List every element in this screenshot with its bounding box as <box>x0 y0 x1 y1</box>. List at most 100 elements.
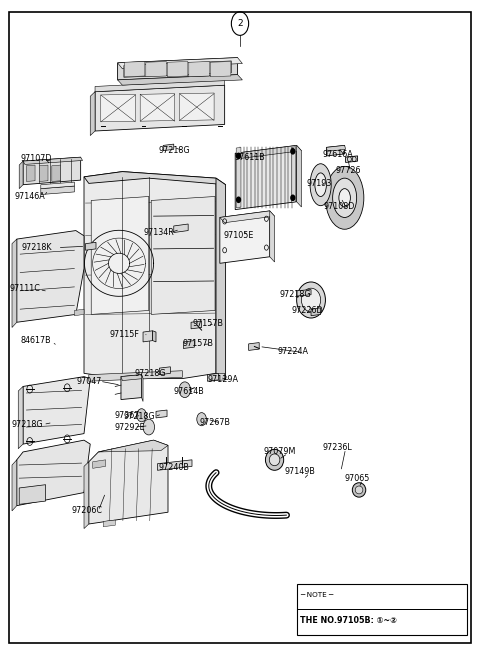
Polygon shape <box>124 62 145 77</box>
Polygon shape <box>180 93 214 121</box>
Text: 97218G: 97218G <box>124 412 156 421</box>
Polygon shape <box>311 308 321 316</box>
Circle shape <box>137 409 146 422</box>
Polygon shape <box>41 182 74 189</box>
Text: 97616A: 97616A <box>323 150 353 159</box>
Polygon shape <box>270 211 275 262</box>
Text: 97115F: 97115F <box>109 329 139 339</box>
Circle shape <box>179 382 191 398</box>
Text: 97267B: 97267B <box>199 418 230 427</box>
Text: 97111C: 97111C <box>10 284 40 293</box>
Polygon shape <box>98 440 168 452</box>
Polygon shape <box>84 462 89 529</box>
Polygon shape <box>174 224 188 233</box>
Polygon shape <box>18 386 23 449</box>
Ellipse shape <box>301 288 321 312</box>
Polygon shape <box>12 460 17 511</box>
Polygon shape <box>19 485 46 504</box>
Polygon shape <box>95 80 225 92</box>
Text: 97224A: 97224A <box>277 346 309 356</box>
Polygon shape <box>12 239 17 328</box>
Polygon shape <box>89 440 168 524</box>
Polygon shape <box>207 373 218 381</box>
Text: 97079M: 97079M <box>263 447 295 457</box>
Polygon shape <box>189 62 209 77</box>
Circle shape <box>291 149 295 154</box>
Polygon shape <box>235 145 297 210</box>
Polygon shape <box>101 94 135 122</box>
Ellipse shape <box>333 178 357 217</box>
Polygon shape <box>17 231 84 322</box>
Text: 97292E: 97292E <box>114 422 145 432</box>
Polygon shape <box>346 156 358 162</box>
Polygon shape <box>236 147 241 208</box>
Text: 97129A: 97129A <box>207 375 239 384</box>
Polygon shape <box>159 367 170 375</box>
Polygon shape <box>124 61 231 77</box>
Text: 97218G: 97218G <box>158 146 190 155</box>
Circle shape <box>143 419 155 435</box>
Polygon shape <box>220 211 275 223</box>
Polygon shape <box>90 92 95 136</box>
Text: 97240B: 97240B <box>158 462 189 472</box>
Polygon shape <box>146 62 167 77</box>
Polygon shape <box>151 196 215 314</box>
Ellipse shape <box>352 483 366 497</box>
Ellipse shape <box>339 189 350 207</box>
Polygon shape <box>216 178 226 380</box>
Text: 97218K: 97218K <box>22 243 52 252</box>
Polygon shape <box>297 290 311 296</box>
Text: 97149B: 97149B <box>284 467 315 476</box>
Polygon shape <box>95 85 225 131</box>
Text: 97206C: 97206C <box>72 506 103 515</box>
Text: 97193: 97193 <box>306 179 332 188</box>
Polygon shape <box>89 371 182 381</box>
Polygon shape <box>19 161 23 189</box>
Polygon shape <box>326 145 346 151</box>
Text: ─ NOTE ─: ─ NOTE ─ <box>300 591 334 597</box>
Polygon shape <box>121 375 143 381</box>
Text: 97367: 97367 <box>114 411 140 421</box>
Ellipse shape <box>265 449 284 470</box>
Text: 97218G: 97218G <box>279 290 311 299</box>
Polygon shape <box>142 375 143 402</box>
Text: 97157B: 97157B <box>182 339 214 348</box>
Polygon shape <box>209 373 225 381</box>
Polygon shape <box>23 157 83 164</box>
Text: THE NO.97105B: ①~②: THE NO.97105B: ①~② <box>300 616 397 625</box>
Polygon shape <box>91 196 149 314</box>
Text: 97108D: 97108D <box>324 202 355 212</box>
Polygon shape <box>84 172 216 379</box>
Polygon shape <box>183 341 194 348</box>
Ellipse shape <box>325 166 364 229</box>
Polygon shape <box>235 145 301 159</box>
Polygon shape <box>191 321 202 329</box>
Polygon shape <box>103 520 115 527</box>
Text: 2: 2 <box>237 19 243 28</box>
Polygon shape <box>118 58 242 69</box>
Ellipse shape <box>310 164 331 206</box>
Polygon shape <box>85 242 96 250</box>
Polygon shape <box>52 165 60 181</box>
Circle shape <box>237 153 240 159</box>
Polygon shape <box>156 410 167 418</box>
Polygon shape <box>163 144 174 151</box>
Polygon shape <box>140 94 175 121</box>
Polygon shape <box>23 377 90 444</box>
Text: 97107D: 97107D <box>20 154 52 163</box>
Polygon shape <box>118 58 238 80</box>
Polygon shape <box>39 165 48 181</box>
Text: 97146A: 97146A <box>14 192 45 201</box>
Polygon shape <box>297 145 301 207</box>
Polygon shape <box>292 147 296 202</box>
Polygon shape <box>23 157 81 185</box>
Text: 97218G: 97218G <box>12 420 44 429</box>
Polygon shape <box>121 375 142 400</box>
Polygon shape <box>84 172 226 185</box>
Text: 84617B: 84617B <box>20 336 51 345</box>
Polygon shape <box>249 343 259 350</box>
Ellipse shape <box>355 486 363 494</box>
Circle shape <box>197 413 206 426</box>
Polygon shape <box>153 331 156 342</box>
Polygon shape <box>220 211 270 263</box>
